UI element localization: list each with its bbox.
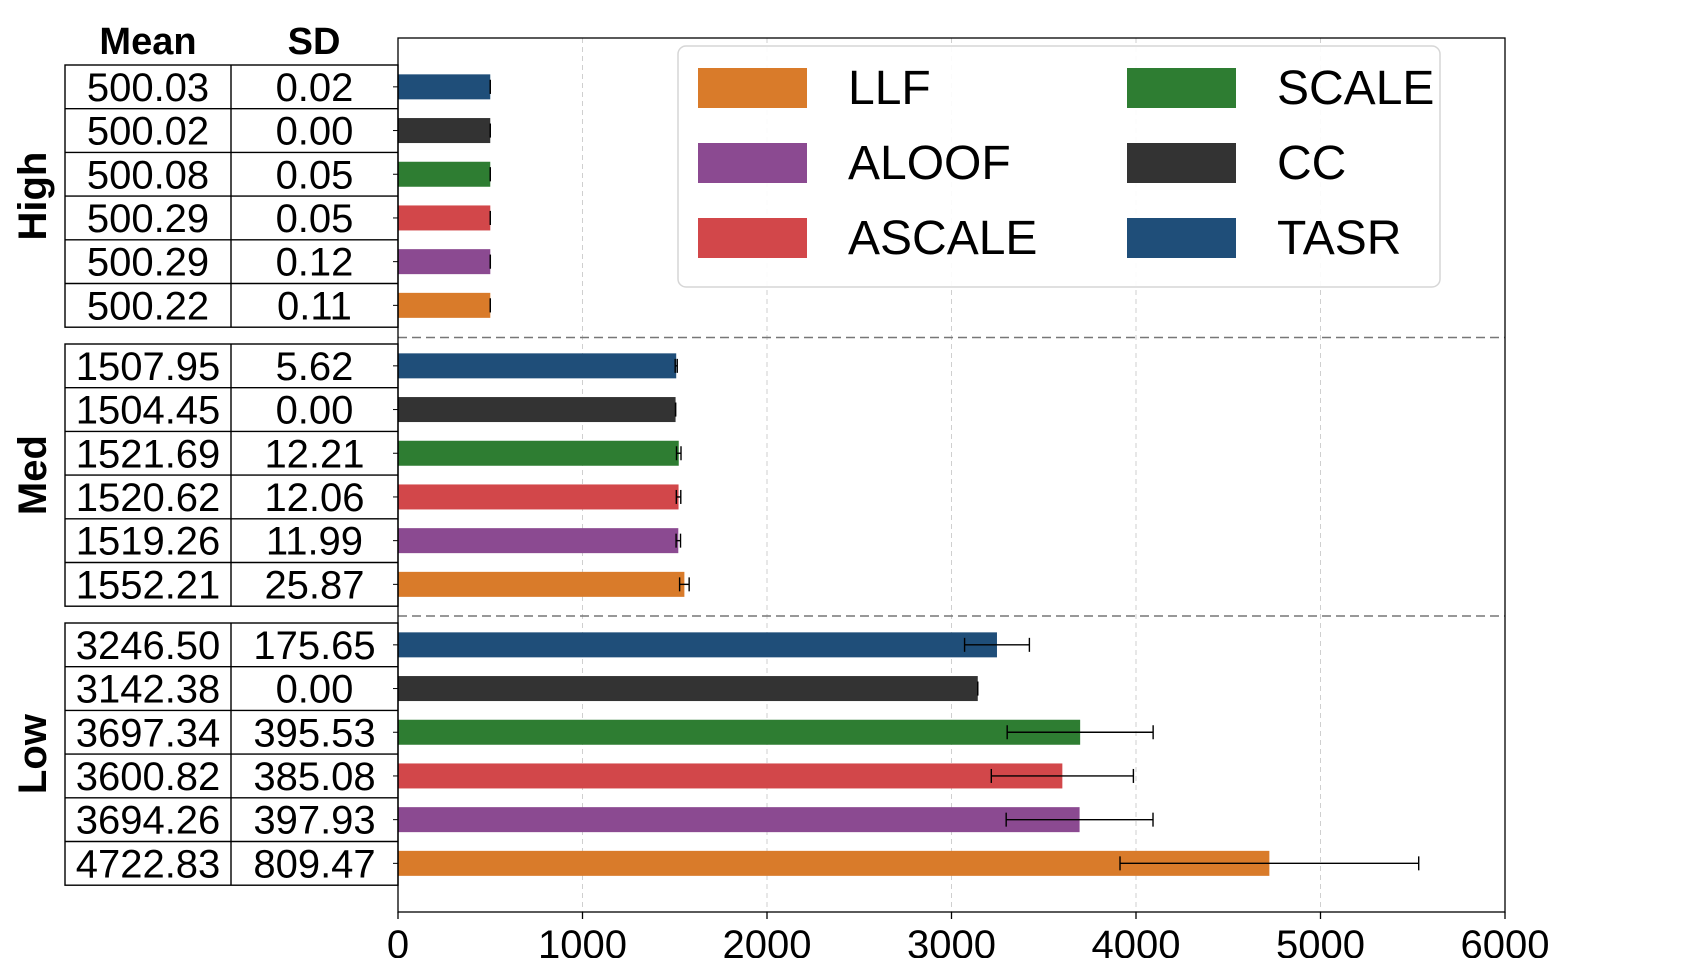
table-cell-mean: 3142.38 [76, 668, 221, 712]
bar-med-scale [398, 440, 679, 466]
stats-table: Mean SD 500.03 0.02 500.02 0.00 500.08 0.05 50… [64, 21, 399, 886]
table-cell-sd: 0.00 [276, 389, 354, 433]
table-cell-sd: 25.87 [264, 563, 364, 607]
table-cell-mean: 500.29 [87, 241, 209, 285]
table-cell-mean: 500.03 [87, 66, 209, 110]
table-cell-sd: 385.08 [253, 755, 375, 799]
bar-high-cc [398, 118, 491, 144]
table-cell-sd: 11.99 [266, 520, 363, 564]
table-cell-sd: 0.02 [276, 66, 354, 110]
table-cell-mean: 4722.83 [76, 842, 221, 886]
table-cell-mean: 1521.69 [76, 432, 221, 476]
bar-high-ascale [398, 205, 491, 231]
table-cell-mean: 3246.50 [76, 624, 221, 668]
x-axis: 0 1000 2000 3000 4000 5000 6000 [387, 37, 1550, 958]
legend-swatch-scale [1127, 68, 1236, 108]
bar-high-llf [398, 292, 491, 318]
table-cell-sd: 0.00 [276, 668, 354, 712]
table-header-mean: Mean [99, 21, 196, 63]
bar-low-aloof [398, 807, 1080, 833]
x-tick-label: 6000 [1461, 923, 1550, 958]
bars [398, 74, 1270, 876]
table-cell-sd: 12.06 [264, 476, 364, 520]
table-cell-mean: 500.22 [87, 284, 209, 328]
legend-label-cc: CC [1277, 137, 1346, 190]
table-cell-mean: 1520.62 [76, 476, 221, 520]
legend-label-tasr: TASR [1277, 212, 1401, 265]
table-cell-sd: 0.11 [277, 284, 352, 328]
legend: LLF ALOOF ASCALE SCALE CC TASR [677, 45, 1441, 288]
legend-box [677, 45, 1441, 288]
table-cell-mean: 500.02 [87, 110, 209, 154]
legend-label-llf: LLF [848, 62, 931, 115]
bar-med-aloof [398, 528, 679, 554]
group-labels: High Med Low [11, 152, 55, 794]
table-cell-sd: 0.05 [276, 197, 354, 241]
x-tick-label: 2000 [723, 923, 812, 958]
table-cell-mean: 1507.95 [76, 345, 221, 389]
x-tick-label: 5000 [1276, 923, 1365, 958]
table-cell-mean: 1519.26 [76, 520, 221, 564]
table-cell-sd: 395.53 [253, 711, 375, 755]
table-cell-sd: 5.62 [276, 345, 354, 389]
bar-high-tasr [398, 74, 491, 100]
table-cell-mean: 3600.82 [76, 755, 221, 799]
legend-label-aloof: ALOOF [848, 137, 1011, 190]
bar-med-ascale [398, 484, 679, 510]
legend-swatch-ascale [698, 218, 807, 258]
x-tick-label: 1000 [538, 923, 627, 958]
legend-label-ascale: ASCALE [848, 212, 1037, 265]
table-cell-mean: 1504.45 [76, 389, 221, 433]
group-label-high: High [11, 152, 55, 241]
bar-low-scale [398, 719, 1081, 745]
bar-high-scale [398, 161, 491, 187]
group-label-med: Med [11, 435, 55, 515]
x-tick-label: 4000 [1092, 923, 1181, 958]
bar-med-llf [398, 571, 685, 597]
bar-low-tasr [398, 632, 997, 658]
legend-swatch-tasr [1127, 218, 1236, 258]
table-cell-mean: 500.29 [87, 197, 209, 241]
error-bars [489, 79, 1420, 871]
legend-swatch-llf [698, 68, 807, 108]
bar-low-ascale [398, 763, 1063, 789]
table-cell-mean: 500.08 [87, 153, 209, 197]
table-cell-sd: 0.12 [276, 241, 354, 285]
table-cell-sd: 0.05 [276, 153, 354, 197]
table-cell-mean: 3694.26 [76, 799, 221, 843]
table-cell-sd: 175.65 [253, 624, 375, 668]
table-header-sd: SD [288, 21, 341, 63]
group-label-low: Low [11, 713, 55, 794]
bar-med-tasr [398, 353, 677, 379]
legend-swatch-cc [1127, 143, 1236, 183]
legend-swatch-aloof [698, 143, 807, 183]
bar-high-aloof [398, 249, 491, 275]
x-tick-label: 3000 [907, 923, 996, 958]
table-cell-sd: 0.00 [276, 110, 354, 154]
group-separators [398, 336, 1505, 617]
table-cell-sd: 809.47 [253, 842, 375, 886]
table-cell-sd: 397.93 [253, 799, 375, 843]
bar-med-cc [398, 397, 676, 423]
table-cell-mean: 3697.34 [76, 711, 221, 755]
x-tick-label: 0 [387, 923, 409, 958]
table-cell-sd: 12.21 [264, 432, 364, 476]
legend-label-scale: SCALE [1277, 62, 1434, 115]
bar-low-cc [398, 676, 978, 702]
table-cell-mean: 1552.21 [76, 563, 221, 607]
